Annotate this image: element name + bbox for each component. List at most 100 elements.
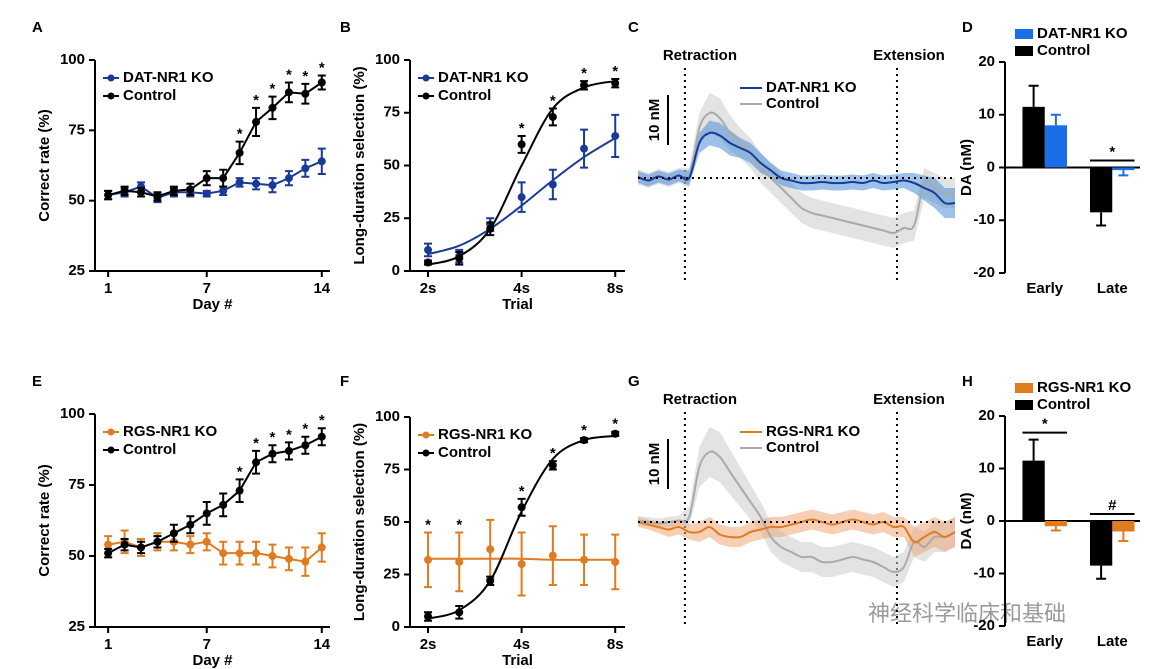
y-tick-label: 100 <box>375 408 400 425</box>
data-point <box>104 549 113 558</box>
data-point <box>301 441 310 450</box>
x-tick-label: 2s <box>420 636 437 653</box>
data-point <box>186 540 195 549</box>
significance-mark: * <box>286 66 292 83</box>
significance-mark: * <box>286 426 292 443</box>
data-point <box>252 117 261 126</box>
y-tick-label: 20 <box>978 53 995 70</box>
legend-label: Control <box>1037 42 1090 59</box>
data-point <box>486 576 495 585</box>
event-label: Retraction <box>663 391 737 408</box>
significance-mark: # <box>1108 497 1117 514</box>
bar <box>1044 125 1068 168</box>
legend-label: DAT-NR1 KO <box>766 79 857 96</box>
x-tick-label: Late <box>1097 280 1128 297</box>
data-point <box>219 174 228 183</box>
y-axis-label: Correct rate (%) <box>36 109 53 222</box>
data-point <box>235 178 244 187</box>
data-point <box>268 181 277 190</box>
data-point <box>153 537 162 546</box>
legend-label: RGS-NR1 KO <box>766 423 861 440</box>
data-point <box>284 554 293 563</box>
bar <box>1022 106 1045 168</box>
trace-line <box>637 131 956 205</box>
y-tick-label: 0 <box>987 158 995 175</box>
y-tick-label: -20 <box>973 264 995 281</box>
legend-label: Control <box>123 87 176 104</box>
x-tick-label: 4s <box>513 636 530 653</box>
data-point <box>580 555 589 564</box>
data-point <box>268 552 277 560</box>
event-label: Retraction <box>663 47 737 64</box>
data-point <box>252 458 261 467</box>
significance-mark: * <box>519 120 525 137</box>
legend-label: Control <box>766 439 819 456</box>
data-point <box>186 520 195 529</box>
significance-mark: * <box>612 416 618 433</box>
significance-mark: * <box>456 516 462 533</box>
data-point <box>219 500 228 509</box>
panel-label: H <box>962 373 973 390</box>
x-axis-label: Trial <box>502 296 533 313</box>
legend-marker <box>107 428 115 436</box>
data-point <box>268 449 277 458</box>
data-point <box>548 112 557 121</box>
data-point <box>580 436 589 445</box>
legend-label: DAT-NR1 KO <box>1037 25 1128 42</box>
y-axis-label: Long-duration selection (%) <box>351 66 368 264</box>
significance-mark: * <box>270 429 276 446</box>
x-axis-label: Day # <box>192 652 233 669</box>
x-tick-label: 8s <box>607 636 624 653</box>
data-point <box>137 188 146 197</box>
data-point <box>235 549 244 558</box>
y-tick-label: 75 <box>68 121 85 138</box>
significance-mark: * <box>319 412 325 429</box>
data-point <box>317 543 326 552</box>
error-bar <box>1028 84 1039 107</box>
y-tick-label: 20 <box>978 407 995 424</box>
data-point <box>268 103 277 112</box>
y-tick-label: 50 <box>383 513 400 530</box>
event-label: Extension <box>873 391 945 408</box>
legend-swatch <box>1015 400 1033 410</box>
data-point <box>455 557 464 566</box>
legend-label: Control <box>766 95 819 112</box>
error-bar <box>1096 565 1107 580</box>
bar <box>1112 167 1135 171</box>
data-point <box>284 446 293 455</box>
legend-swatch <box>1015 383 1033 393</box>
panel-label: A <box>32 19 43 36</box>
legend-label: RGS-NR1 KO <box>1037 379 1132 396</box>
data-point <box>517 503 526 512</box>
data-point <box>137 543 146 552</box>
x-tick-label: 1 <box>104 280 112 297</box>
y-tick-label: 75 <box>383 460 400 477</box>
error-band <box>638 509 955 557</box>
data-point <box>455 608 464 617</box>
significance-mark: * <box>581 65 587 82</box>
y-tick-label: 25 <box>383 565 400 582</box>
data-point <box>252 549 261 558</box>
legend-label: Control <box>123 441 176 458</box>
x-tick-label: 7 <box>203 280 211 297</box>
legend-marker <box>107 92 115 100</box>
panel-label: F <box>340 373 349 390</box>
significance-mark: * <box>253 92 259 109</box>
bar <box>1112 521 1135 532</box>
data-point <box>580 81 589 90</box>
data-point <box>424 555 433 564</box>
significance-mark: * <box>237 126 243 143</box>
data-point <box>317 78 326 87</box>
data-point <box>202 537 211 546</box>
y-tick-label: -10 <box>973 211 995 228</box>
data-point <box>120 540 129 549</box>
significance-mark: * <box>1042 416 1048 433</box>
y-tick-label: 25 <box>383 209 400 226</box>
data-point <box>186 185 195 194</box>
significance-mark: * <box>302 68 308 85</box>
scale-bar-label: 10 nM <box>646 443 663 486</box>
significance-mark: * <box>581 422 587 439</box>
y-tick-label: 50 <box>68 192 85 209</box>
data-point <box>301 89 310 98</box>
